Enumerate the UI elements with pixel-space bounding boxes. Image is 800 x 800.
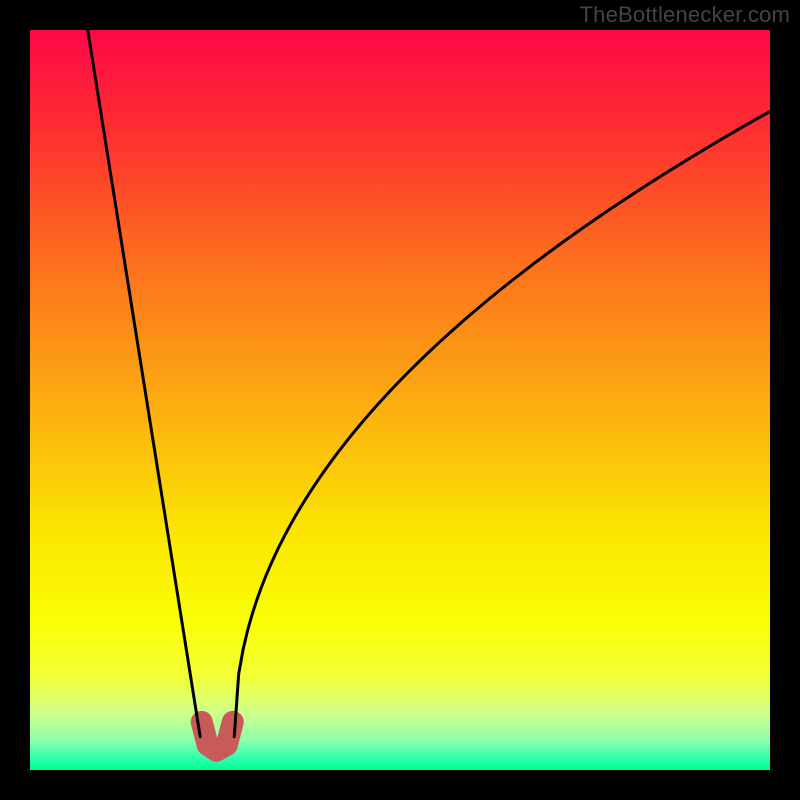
gradient-plot-area: [30, 30, 770, 770]
plot-svg: [0, 0, 800, 800]
chart-stage: { "canvas": { "width": 800, "height": 80…: [0, 0, 800, 800]
